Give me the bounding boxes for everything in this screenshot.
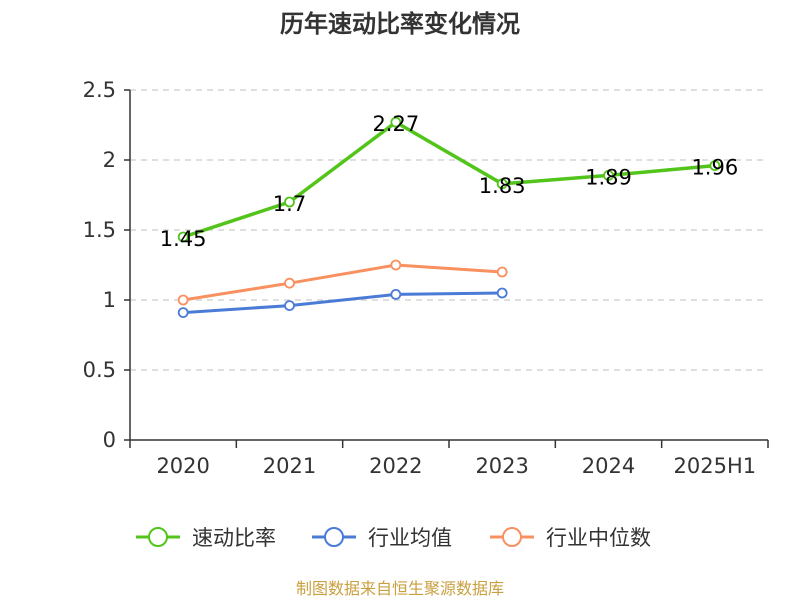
- data-point[interactable]: [390, 116, 402, 128]
- data-point[interactable]: [496, 266, 508, 278]
- data-label: 1.7: [273, 192, 306, 216]
- series-line: [182, 120, 715, 239]
- data-point[interactable]: [496, 287, 508, 299]
- x-tick-label: 2025H1: [674, 454, 757, 478]
- data-point[interactable]: [496, 178, 508, 190]
- legend[interactable]: 速动比率 行业均值 行业中位数: [136, 526, 651, 550]
- y-tick-label: 0.5: [83, 358, 116, 382]
- x-tick-label: 2020: [156, 454, 209, 478]
- y-tick-label: 2: [103, 148, 116, 172]
- data-label: 1.96: [691, 156, 738, 180]
- data-label: 1.45: [160, 227, 207, 251]
- y-tick-label: 2.5: [83, 78, 116, 102]
- series-line: [182, 263, 503, 302]
- x-tick-label: 2021: [263, 454, 316, 478]
- legend-item[interactable]: 速动比率: [136, 526, 276, 550]
- source-note: 制图数据来自恒生聚源数据库: [296, 579, 504, 598]
- data-point[interactable]: [390, 259, 402, 271]
- data-point[interactable]: [603, 169, 614, 181]
- data-point[interactable]: [284, 300, 295, 312]
- data-labels: 1.45 1.7 2.27 1.83 1.89 1.96: [160, 112, 738, 251]
- data-point[interactable]: [709, 160, 721, 172]
- legend-marker: [148, 527, 168, 547]
- data-label: 1.83: [479, 174, 526, 198]
- legend-marker: [502, 527, 522, 547]
- data-point[interactable]: [284, 196, 295, 208]
- legend-label: 行业中位数: [546, 526, 651, 550]
- x-tick-label: 2023: [475, 454, 528, 478]
- axes: 0 0.5 1 1.5 2 2.5 2020 2021 2022 2023 2024 2025H1: [83, 78, 769, 478]
- series-line: [183, 291, 503, 315]
- chart-title: 历年速动比率变化情况: [280, 10, 520, 38]
- data-point[interactable]: [284, 277, 295, 289]
- data-label: 1.89: [585, 165, 632, 189]
- data-label: 2.27: [372, 112, 419, 136]
- legend-label: 行业均值: [368, 526, 452, 550]
- grid: [130, 89, 768, 371]
- data-point[interactable]: [177, 231, 189, 243]
- legend-item[interactable]: 行业中位数: [490, 526, 651, 550]
- data-point[interactable]: [177, 307, 189, 319]
- x-tick-label: 2024: [582, 454, 635, 478]
- legend-marker: [324, 527, 344, 547]
- legend-item[interactable]: 行业均值: [312, 526, 452, 550]
- data-point[interactable]: [390, 288, 402, 300]
- legend-label: 速动比率: [192, 526, 276, 550]
- y-tick-label: 1: [103, 288, 116, 312]
- data-point[interactable]: [177, 294, 189, 306]
- x-tick-label: 2022: [369, 454, 422, 478]
- y-tick-label: 0: [103, 428, 116, 452]
- y-tick-label: 1.5: [83, 218, 116, 242]
- series: [177, 116, 721, 319]
